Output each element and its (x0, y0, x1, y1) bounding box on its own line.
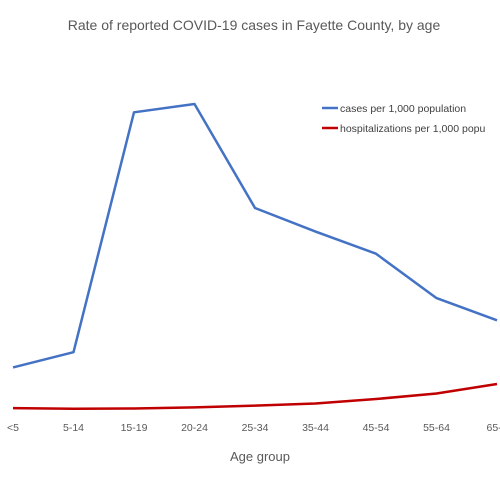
x-tick-label: 5-14 (63, 422, 84, 434)
plot-area (12, 102, 498, 410)
chart-title: Rate of reported COVID-19 cases in Fayet… (68, 17, 441, 33)
x-tick-label: 55-64 (423, 422, 450, 434)
legend-label-hospitalizations: hospitalizations per 1,000 popu (340, 123, 486, 135)
series-line-hospitalizations (12, 382, 498, 410)
x-tick-label: 20-24 (181, 422, 208, 434)
x-tick-label: 65-7 (486, 422, 500, 434)
x-tick-label: 25-34 (242, 422, 269, 434)
x-tick-label: 45-54 (363, 422, 390, 434)
series-line-cases (12, 102, 498, 369)
legend-label-cases: cases per 1,000 population (340, 103, 466, 115)
x-tick-label: 15-19 (121, 422, 148, 434)
x-tick-label: <5 (7, 422, 19, 434)
x-axis-tick-labels: <5 5-14 15-19 20-24 25-34 35-44 45-54 55-64 65-7 (7, 422, 500, 434)
x-tick-label: 35-44 (302, 422, 329, 434)
legend: cases per 1,000 population hospitalizati… (322, 103, 486, 135)
x-axis-title: Age group (230, 449, 290, 464)
